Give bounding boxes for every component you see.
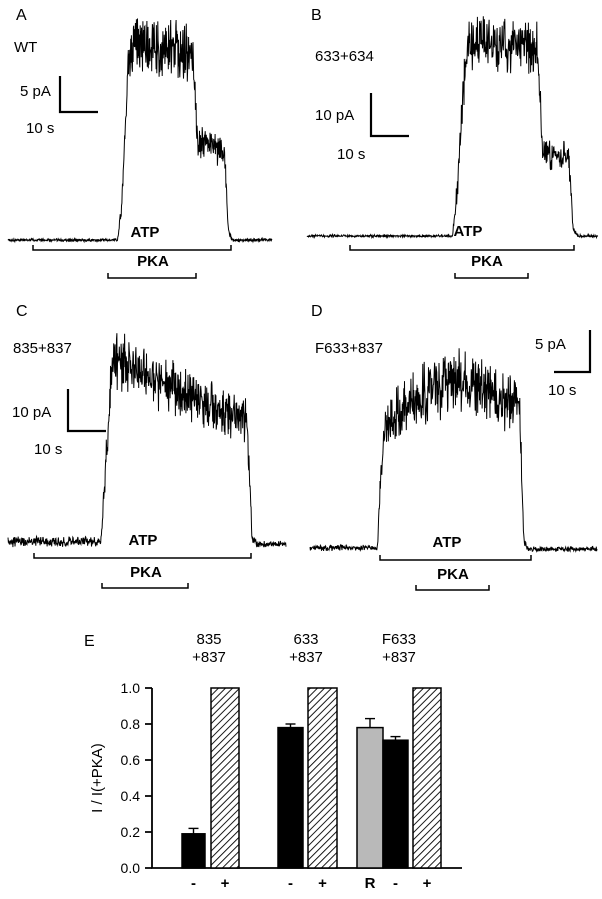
panel-letter: E [84,633,95,650]
panel-b: B 633+634 10 pA 10 s ATP PKA [301,0,602,298]
condition-label: F633+837 [315,340,383,357]
condition-label: WT [14,39,37,56]
bar-xtick-label: - [288,875,293,892]
scale-vertical-label: 10 pA [315,107,354,124]
atp-application-bar [33,553,252,559]
scale-vertical-label: 10 pA [12,404,51,421]
scale-vertical-label: 5 pA [535,336,566,353]
scale-horizontal-label: 10 s [337,146,365,163]
bars-group: - + - + R - + [181,687,442,892]
panel-d-svg: D F633+837 5 pA 10 s ATP PKA [309,303,598,591]
pka-application-bar [101,583,189,589]
atp-label: ATP [131,224,160,241]
panel-letter: C [16,303,28,320]
scale-horizontal-label: 10 s [548,382,576,399]
group-label-3-line2: +837 [382,649,416,666]
bar-group3-R [356,726,384,869]
atp-label: ATP [433,534,462,551]
bar-group2-- [277,726,304,869]
panel-a-svg: A WT 5 pA 10 s ATP PKA [7,7,273,279]
panel-e-svg: E 835 +837 633 +837 F633 +837 1.0 0.8 0.… [84,631,462,892]
bar-xtick-label: + [318,875,327,892]
panel-d: D F633+837 5 pA 10 s ATP PKA [301,298,602,616]
panel-a: A WT 5 pA 10 s ATP PKA [0,0,301,298]
panel-letter: D [311,303,323,320]
ytick-1.0: 1.0 [121,680,141,696]
group-label-3-line1: F633 [382,631,416,648]
bar-xtick-label: - [191,875,196,892]
group-label-2-line1: 633 [293,631,318,648]
scale-bar [369,93,409,138]
pka-application-bar [415,585,490,591]
atp-application-bar [32,245,232,251]
bar-group3-- [382,739,409,869]
scale-horizontal-label: 10 s [34,441,62,458]
bar-group1-+ [210,687,240,869]
ytick-0.0: 0.0 [121,860,141,876]
panel-b-svg: B 633+634 10 pA 10 s ATP PKA [306,7,599,279]
scale-vertical-label: 5 pA [20,83,51,100]
ytick-0.6: 0.6 [121,752,141,768]
bar-xtick-label: R [365,875,376,892]
scale-bar [58,76,98,114]
atp-label: ATP [129,532,158,549]
scale-bar [66,389,106,433]
pka-application-bar [107,273,197,279]
atp-application-bar [379,555,532,561]
bar-group1-- [181,833,206,869]
condition-label: 633+634 [315,48,374,65]
bar-group2-+ [307,687,338,869]
pka-label: PKA [437,566,469,583]
bar-xtick-label: + [221,875,230,892]
bar-xtick-label: + [423,875,432,892]
panel-c: C 835+837 10 pA 10 s ATP PKA [0,298,301,616]
group-label-1-line1: 835 [196,631,221,648]
bar-xtick-label: - [393,875,398,892]
scale-horizontal-label: 10 s [26,120,54,137]
atp-application-bar [349,245,575,251]
ytick-0.2: 0.2 [121,824,141,840]
panel-letter: B [311,7,322,24]
bar-group3-+ [412,687,442,869]
ytick-0.8: 0.8 [121,716,141,732]
y-axis-ticks [145,687,152,869]
panel-letter: A [16,7,27,24]
current-trace [7,18,273,244]
group-label-1-line2: +837 [192,649,226,666]
condition-label: 835+837 [13,340,72,357]
current-trace [7,333,287,548]
pka-application-bar [454,273,529,279]
current-trace [309,348,598,553]
panel-c-svg: C 835+837 10 pA 10 s ATP PKA [7,303,287,589]
pka-label: PKA [130,564,162,581]
pka-label: PKA [137,253,169,270]
ytick-0.4: 0.4 [121,788,141,804]
panel-e: E 835 +837 633 +837 F633 +837 1.0 0.8 0.… [0,616,602,899]
scale-bar [554,330,592,374]
current-trace [306,16,599,240]
atp-label: ATP [454,223,483,240]
pka-label: PKA [471,253,503,270]
y-axis-title: I / I(+PKA) [89,743,106,813]
group-label-2-line2: +837 [289,649,323,666]
